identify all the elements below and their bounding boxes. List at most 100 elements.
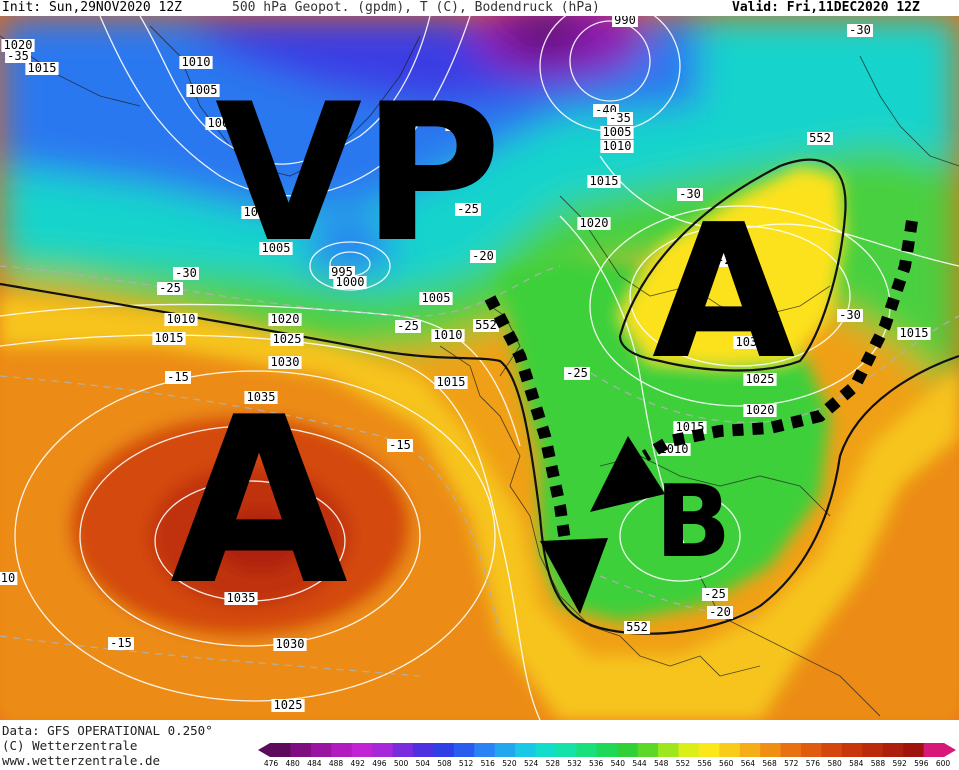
pressure-label: 1000	[208, 116, 237, 130]
pressure-label-bg	[25, 62, 59, 75]
legend-tick-label: 520	[502, 759, 517, 768]
pressure-label-bg	[259, 242, 293, 255]
temperature-label: -15	[110, 636, 132, 650]
pressure-label: 1025	[273, 332, 302, 346]
legend-tick-label: 484	[307, 759, 322, 768]
pressure-label-bg	[612, 16, 638, 27]
legend-swatch	[637, 743, 659, 757]
legend-tick-label: 568	[762, 759, 777, 768]
legend-tick-label: 592	[892, 759, 907, 768]
pressure-label-bg	[419, 292, 453, 305]
height-label: 552	[475, 318, 497, 332]
pressure-label: 1015	[590, 174, 619, 188]
chart-header: Init: Sun,29NOV2020 12Z 500 hPa Geopot. …	[0, 0, 959, 16]
legend-tick-label: 516	[480, 759, 495, 768]
temperature-labels: -35-30-40-35-30-30-25-20 -25-30-25-25-30-…	[5, 23, 873, 650]
pressure-label: 1005	[422, 291, 451, 305]
legend-swatch	[535, 743, 557, 757]
pressure-label-bg	[329, 266, 355, 279]
temperature-label-bg	[165, 371, 191, 384]
pressure-label: 1035	[247, 390, 276, 404]
temperature-label: -15	[167, 370, 189, 384]
height-labels: 552 552 552	[473, 131, 833, 634]
temperature-label-bg	[395, 320, 421, 333]
pressure-label: 1025	[274, 698, 303, 712]
temperature-label: -25	[457, 202, 479, 216]
legend-swatch	[290, 743, 312, 757]
legend-swatch	[372, 743, 394, 757]
pressure-label-bg	[179, 56, 213, 69]
pressure-label: 1010	[660, 442, 689, 456]
pressure-label-bg	[268, 356, 302, 369]
pressure-label-bg	[271, 699, 305, 712]
legend-tick-label: 488	[328, 759, 344, 768]
temperature-label: -25	[704, 587, 726, 601]
pressure-label: 1030	[271, 355, 300, 369]
temperature-label: -30	[439, 106, 461, 120]
pressure-label: 1005	[189, 83, 218, 97]
legend-swatch	[739, 743, 761, 757]
legend-swatch	[412, 743, 434, 757]
temperature-label: -35	[7, 49, 29, 63]
pressure-label-bg	[897, 327, 931, 340]
legend-tick-label: 532	[567, 759, 582, 768]
low-center-label: B	[655, 463, 731, 580]
pressure-label: 1015	[155, 331, 184, 345]
high-east-label: A	[652, 184, 795, 400]
legend-tick-label: 572	[784, 759, 799, 768]
temperature-label-bg	[470, 250, 496, 263]
init-time: Init: Sun,29NOV2020 12Z	[2, 0, 183, 15]
temperature-label-bg	[387, 439, 413, 452]
contour-552	[0, 282, 959, 635]
legend-swatch	[433, 743, 455, 757]
legend-tick-label: 508	[437, 759, 452, 768]
temperature-label-bg	[157, 282, 183, 295]
legend-tick-label: 560	[719, 759, 734, 768]
pressure-label-bg	[333, 276, 367, 289]
pressure-label-bg	[743, 404, 777, 417]
legend-swatch	[903, 743, 925, 757]
legend-tick-label: 496	[372, 759, 387, 768]
temperature-label: -25	[717, 253, 739, 267]
legend-tick-label: 580	[827, 759, 842, 768]
temperature-label: -25	[397, 319, 419, 333]
high-atlantic-label: A	[170, 369, 348, 636]
temperature-label: -20	[709, 605, 731, 619]
pressure-label-bg	[164, 313, 198, 326]
pressure-label: 995	[331, 265, 353, 279]
color-scale-legend	[258, 743, 956, 757]
pressure-label-bg	[577, 217, 611, 230]
map-footer: Data: GFS OPERATIONAL 0.250° (C) Wetterz…	[0, 720, 959, 770]
legend-tick-label: 512	[458, 759, 474, 768]
pressure-label-bg	[733, 336, 767, 349]
color-scale-ticks: 476 480 484 488 492 496 500 504 508 512 516 520 524 5…	[264, 759, 958, 769]
legend-swatch	[698, 743, 720, 757]
pressure-label: 1000	[336, 275, 365, 289]
contour-552-ridge	[618, 158, 847, 372]
pressure-label: 1000	[244, 205, 273, 219]
legend-swatch	[270, 743, 291, 757]
temperature-label-bg	[5, 50, 31, 63]
pressure-label: 1025	[746, 372, 775, 386]
temperature-label: -25	[159, 281, 181, 295]
pressure-label-bg	[431, 329, 465, 342]
legend-swatch	[801, 743, 822, 757]
chart-parameters: 500 hPa Geopot. (gpdm), T (C), Bodendruc…	[232, 0, 600, 15]
pressure-label-bg	[434, 376, 468, 389]
legend-tick-label: 500	[393, 759, 409, 768]
valid-time: Valid: Fri,11DEC2020 12Z	[732, 0, 920, 15]
pressure-label: 10	[1, 571, 15, 585]
legend-tick-label: 492	[350, 759, 365, 768]
temperature-label: -20	[472, 249, 494, 263]
pressure-label: 1010	[603, 139, 632, 153]
legend-swatch	[515, 743, 537, 757]
legend-tick-label: 504	[415, 759, 430, 768]
pressure-label: 1020	[746, 403, 775, 417]
legend-tick-label: 576	[805, 759, 821, 768]
legend-swatch	[474, 743, 496, 757]
pressure-label: 1010	[167, 312, 196, 326]
pressure-label: 1030	[736, 335, 765, 349]
legend-swatch	[310, 743, 332, 757]
temperature-label-bg	[173, 267, 199, 280]
